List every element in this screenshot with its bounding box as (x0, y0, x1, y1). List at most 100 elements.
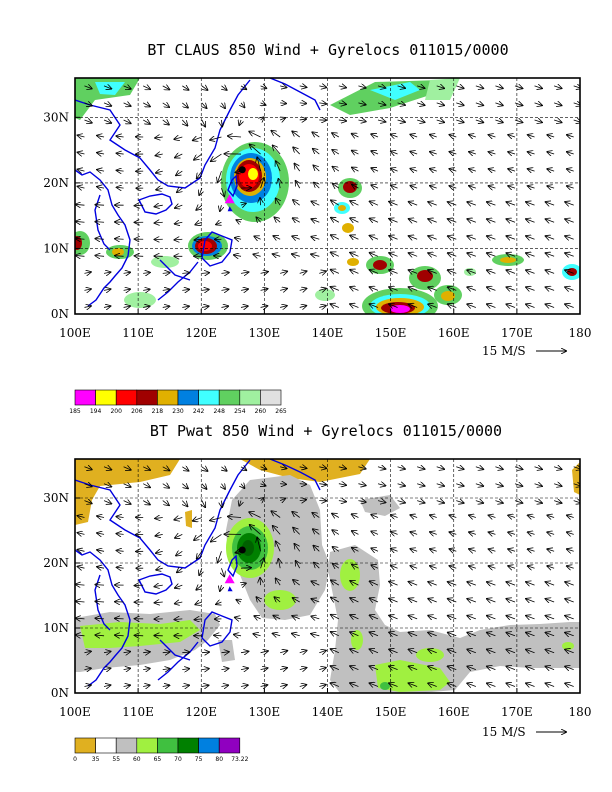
wind-vector (546, 633, 555, 636)
wind-vector (221, 306, 228, 307)
wind-vector (508, 566, 516, 568)
wind-vector (487, 599, 496, 602)
wind-vector (506, 633, 516, 636)
wind-vector (143, 669, 150, 670)
wind-vector (448, 683, 457, 686)
wind-vector (331, 235, 340, 239)
wind-vector (175, 619, 183, 620)
wind-vector (84, 685, 90, 686)
wind-vector (162, 685, 170, 686)
wind-vector (553, 86, 561, 88)
wind-vector (221, 668, 228, 669)
wind-vector (397, 467, 405, 469)
wind-vector (371, 515, 379, 518)
wind-vector (430, 515, 437, 517)
colorbar-swatch (157, 389, 179, 406)
wind-vector (84, 501, 91, 504)
colorbar-swatch (239, 389, 261, 406)
panel1-colorbar: 185 194 200 206 218 230 242 248 254 260 265 (69, 389, 287, 415)
wind-vector (95, 239, 105, 240)
wind-vector (176, 171, 183, 175)
wind-vector (312, 201, 320, 205)
wind-vector (546, 287, 555, 290)
wind-vector (338, 86, 346, 88)
wind-vector (528, 186, 535, 188)
wind-vector (202, 103, 207, 108)
wind-vector (526, 599, 535, 602)
wind-vector (202, 484, 207, 489)
wind-vector (487, 270, 496, 273)
wind-vector (506, 649, 516, 652)
wind-vector (526, 287, 535, 290)
wind-vector (410, 549, 418, 551)
wind-vector (116, 517, 124, 518)
wind-vector (397, 484, 405, 486)
wind-vector (565, 666, 574, 669)
wind-vector (240, 668, 248, 669)
wind-vector (250, 525, 261, 535)
wind-vector (239, 501, 241, 506)
wind-vector (155, 205, 163, 206)
wind-vector (299, 86, 307, 87)
wind-vector (221, 188, 224, 196)
wind-vector (97, 136, 105, 137)
wind-vector (546, 599, 555, 602)
wind-vector (240, 651, 248, 652)
wind-vector (370, 218, 379, 222)
wind-vector (546, 304, 555, 307)
wind-vector (241, 86, 246, 89)
wind-vector (448, 202, 457, 205)
wind-vector (220, 584, 222, 591)
wind-vector (84, 103, 91, 106)
panel1-title: BT CLAUS 850 Wind + Gyrelocs 011015/0000 (147, 41, 508, 59)
wind-vector (299, 103, 306, 104)
colorbar-label: 75 (195, 756, 203, 763)
wind-vector (296, 561, 300, 569)
wind-vector (391, 566, 398, 569)
wind-vector (567, 135, 574, 137)
colorbar-swatch (95, 389, 117, 406)
wind-vector (487, 616, 496, 619)
wind-vector (514, 86, 522, 88)
wind-vector (448, 616, 457, 619)
wind-vector (370, 253, 379, 257)
wind-vector (547, 152, 555, 154)
wind-vector (236, 600, 241, 602)
wind-vector (409, 219, 418, 222)
wind-vector (487, 633, 496, 636)
wind-vector (241, 103, 244, 107)
x-tick-label: 110E (122, 705, 154, 719)
wind-vector (377, 484, 385, 486)
wind-vector (514, 484, 522, 486)
wind-vector (162, 306, 170, 307)
wind-vector (546, 202, 555, 205)
wind-vector (391, 151, 398, 154)
wind-vector (350, 235, 359, 239)
wind-vector (162, 484, 169, 488)
wind-vector (508, 549, 516, 551)
wind-vector (103, 306, 110, 307)
panel-claus: BT CLAUS 850 Wind + Gyrelocs 011015/0000 (43, 41, 591, 415)
wind-vector (371, 531, 379, 534)
y-tick-label: 0N (51, 307, 69, 321)
wind-vector (565, 599, 574, 602)
wind-vector (370, 666, 379, 669)
wind-vector (456, 484, 463, 486)
wind-vector (228, 516, 242, 517)
wind-vector (546, 270, 555, 273)
wind-vector (162, 273, 170, 274)
wind-vector (103, 651, 110, 652)
wind-vector (489, 515, 496, 517)
wind-vector (311, 254, 320, 256)
wind-vector (553, 103, 561, 105)
y-tick-label: 0N (51, 686, 69, 700)
wind-vector (565, 582, 574, 585)
wind-vector (240, 188, 251, 189)
wind-vector (487, 236, 496, 239)
wind-vector (280, 467, 286, 469)
colorbar-label: 65 (154, 756, 162, 763)
wind-vector (311, 599, 320, 602)
wind-vector (273, 526, 281, 535)
wind-vector (175, 205, 183, 208)
wind-vector (319, 271, 326, 273)
